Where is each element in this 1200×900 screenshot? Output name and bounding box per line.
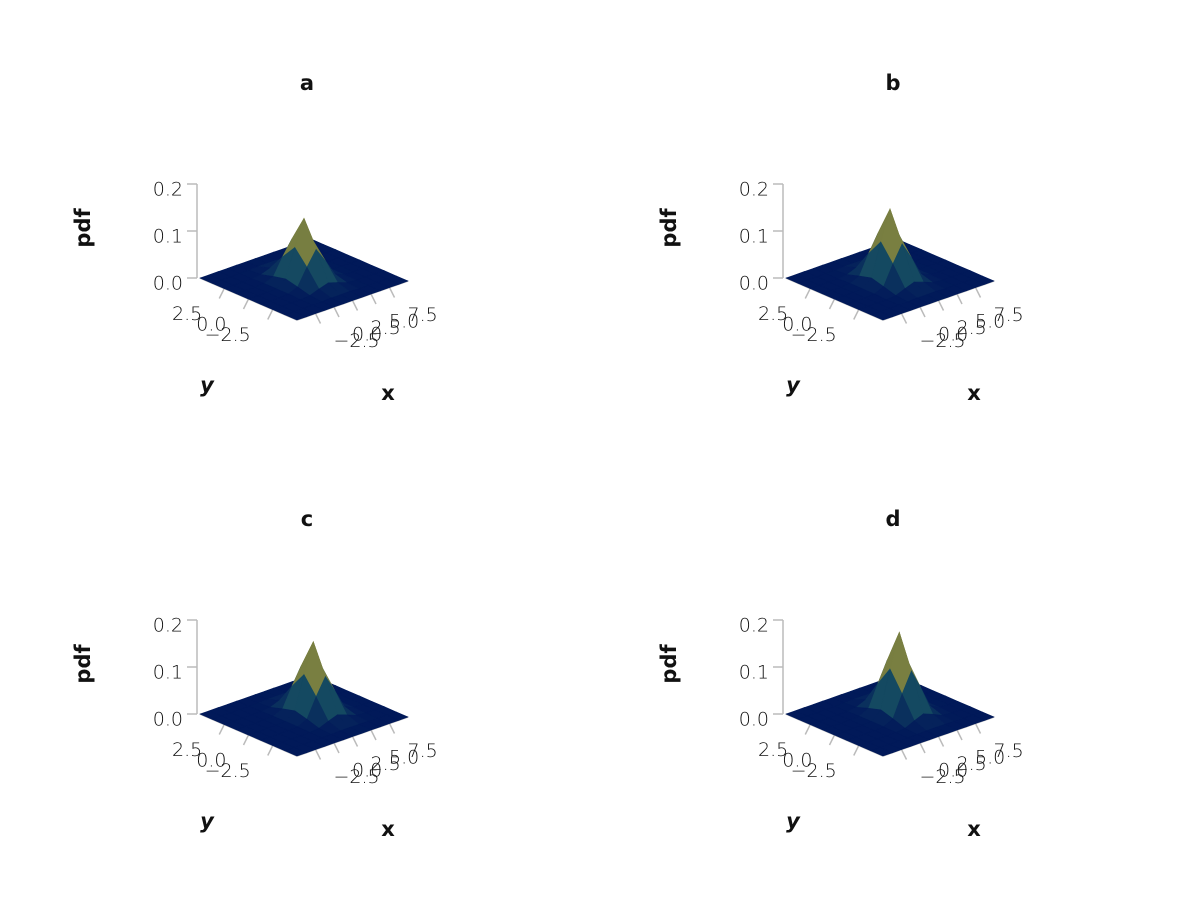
y-tick-label: 0.0 — [196, 314, 226, 336]
x-tick-label: 0.0 — [352, 324, 382, 346]
z-tick-label: 0.2 — [153, 179, 183, 201]
x-tick — [937, 736, 945, 747]
x-axis-label: x — [967, 381, 981, 405]
surface-cell — [870, 747, 894, 757]
x-tick-label: 5.0 — [975, 747, 1005, 769]
x-tick — [956, 293, 963, 305]
y-tick — [242, 734, 250, 746]
y-axis-label: y — [200, 373, 215, 397]
z-axis-label: pdf — [71, 644, 95, 684]
x-axis-label: x — [381, 381, 395, 405]
z-tick-label: 0.2 — [739, 615, 769, 637]
y-axis-label: y — [786, 809, 801, 833]
y-tick — [853, 309, 860, 320]
x-tick-label: 7.5 — [408, 304, 438, 326]
x-tick — [919, 306, 926, 318]
y-tick — [218, 724, 225, 735]
z-tick-label: 0.0 — [739, 273, 769, 295]
x-axis-label: x — [381, 817, 395, 841]
z-tick-label: 0.2 — [739, 179, 769, 201]
x-tick-label: 5.0 — [389, 311, 419, 333]
z-axis-label: pdf — [657, 644, 681, 684]
x-tick — [370, 293, 377, 305]
x-tick-label: 2.5 — [371, 317, 401, 339]
surface-cell — [284, 311, 308, 321]
x-tick-label: −2.5 — [334, 766, 380, 788]
x-tick-label: 7.5 — [408, 740, 438, 762]
x-tick-label: 5.0 — [389, 747, 419, 769]
y-tick-label: −2.5 — [205, 324, 251, 346]
z-axis-label: pdf — [71, 208, 95, 248]
x-tick — [919, 742, 926, 754]
x-tick — [974, 723, 982, 734]
y-tick-label: −2.5 — [205, 760, 251, 782]
z-tick-label: 0.0 — [739, 709, 769, 731]
x-tick — [314, 313, 322, 324]
x-tick — [900, 749, 908, 760]
chart-title: a — [300, 71, 314, 95]
chart-title: c — [301, 507, 313, 531]
z-axis-label: pdf — [657, 208, 681, 248]
y-tick — [828, 734, 836, 746]
x-tick-label: 2.5 — [957, 753, 987, 775]
y-tick — [242, 298, 250, 310]
x-tick-label: 0.0 — [352, 760, 382, 782]
y-tick-label: 0.0 — [782, 314, 812, 336]
x-tick-label: 0.0 — [938, 760, 968, 782]
y-tick — [267, 745, 274, 756]
y-tick-label: −2.5 — [791, 324, 837, 346]
z-tick-label: 0.0 — [153, 709, 183, 731]
y-tick-label: 0.0 — [782, 750, 812, 772]
y-tick — [804, 288, 811, 299]
x-tick-label: 2.5 — [371, 753, 401, 775]
z-tick-label: 0.0 — [153, 273, 183, 295]
x-tick — [900, 313, 908, 324]
x-tick — [388, 723, 396, 734]
x-tick — [333, 306, 340, 318]
chart-title: d — [885, 507, 900, 531]
x-tick — [314, 749, 322, 760]
y-axis-label: y — [786, 373, 801, 397]
x-tick — [370, 729, 377, 741]
surface-cell — [870, 311, 894, 321]
y-tick-label: 0.0 — [196, 750, 226, 772]
z-tick-label: 0.1 — [739, 226, 769, 248]
x-axis-label: x — [967, 817, 981, 841]
z-tick-label: 0.2 — [153, 615, 183, 637]
x-tick-label: −2.5 — [920, 330, 966, 352]
x-tick-label: −2.5 — [334, 330, 380, 352]
z-tick-label: 0.1 — [739, 662, 769, 684]
y-tick-label: 2.5 — [758, 303, 788, 325]
x-tick-label: 7.5 — [994, 740, 1024, 762]
z-tick-label: 0.1 — [153, 226, 183, 248]
x-tick — [333, 742, 340, 754]
x-tick — [388, 287, 396, 298]
y-tick — [218, 288, 225, 299]
z-tick-label: 0.1 — [153, 662, 183, 684]
x-tick — [937, 300, 945, 311]
y-tick — [804, 724, 811, 735]
x-tick — [351, 736, 359, 747]
x-tick-label: 0.0 — [938, 324, 968, 346]
x-tick — [956, 729, 963, 741]
x-tick-label: 5.0 — [975, 311, 1005, 333]
x-tick-label: 7.5 — [994, 304, 1024, 326]
x-tick — [351, 300, 359, 311]
x-tick — [974, 287, 982, 298]
y-axis-label: y — [200, 809, 215, 833]
x-tick-label: −2.5 — [920, 766, 966, 788]
y-tick-label: −2.5 — [791, 760, 837, 782]
y-tick — [267, 309, 274, 320]
y-tick — [828, 298, 836, 310]
y-tick-label: 2.5 — [172, 303, 202, 325]
y-tick-label: 2.5 — [172, 739, 202, 761]
chart-title: b — [885, 71, 900, 95]
x-tick-label: 2.5 — [957, 317, 987, 339]
y-tick-label: 2.5 — [758, 739, 788, 761]
y-tick — [853, 745, 860, 756]
surface-cell — [284, 747, 308, 757]
